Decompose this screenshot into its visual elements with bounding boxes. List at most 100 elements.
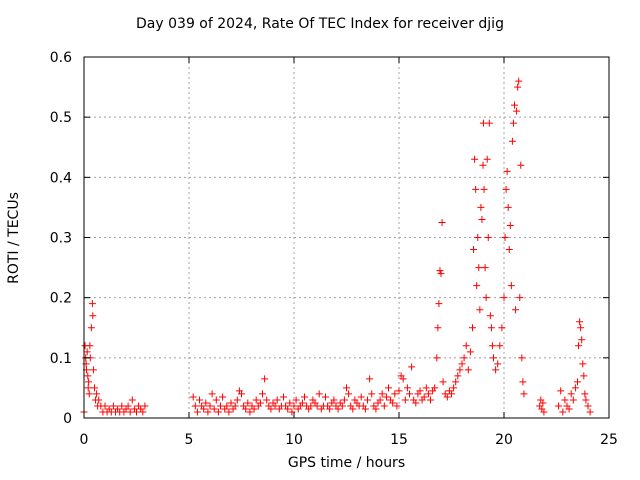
data-point [280, 393, 287, 401]
data-point [514, 83, 522, 91]
data-point [505, 246, 513, 254]
data-point [502, 185, 510, 193]
data-point [403, 384, 411, 392]
data-point [273, 396, 281, 404]
data-point [196, 396, 203, 404]
data-point [519, 378, 527, 386]
x-tick-label: 20 [495, 432, 513, 448]
data-point [469, 324, 476, 332]
data-point [540, 408, 548, 416]
data-point [475, 264, 483, 272]
data-point [580, 372, 588, 380]
data-point [322, 393, 329, 401]
data-point [391, 390, 399, 398]
data-point [372, 405, 380, 413]
data-point [443, 393, 451, 401]
x-axis-label: GPS time / hours [287, 455, 406, 471]
data-point [456, 366, 464, 374]
y-tick-label: 0.6 [50, 50, 72, 66]
data-point [368, 390, 376, 398]
data-point [416, 387, 424, 395]
data-point [500, 294, 508, 302]
data-point [576, 318, 584, 326]
data-point [233, 396, 241, 404]
data-point [263, 396, 271, 404]
data-point [225, 408, 233, 416]
data-point [571, 384, 579, 392]
data-point [478, 215, 486, 223]
data-point [133, 408, 140, 416]
data-point [577, 324, 585, 332]
data-point [436, 267, 444, 275]
data-point [193, 408, 201, 416]
data-point [506, 221, 514, 229]
data-point [200, 405, 208, 413]
data-point [189, 393, 197, 401]
data-point [326, 405, 334, 413]
data-point [420, 393, 428, 401]
x-tick-label: 10 [285, 432, 303, 448]
data-point [561, 396, 569, 404]
data-point [217, 402, 224, 410]
data-point [261, 375, 269, 383]
data-point [252, 396, 260, 404]
data-point [518, 354, 526, 362]
data-point [86, 342, 94, 350]
data-point [513, 107, 521, 115]
data-point [227, 399, 235, 407]
data-point [578, 336, 586, 344]
data-point [301, 393, 308, 401]
data-point [492, 366, 500, 374]
data-point [479, 161, 487, 169]
data-point [487, 324, 495, 332]
y-tick-label: 0.3 [50, 231, 72, 247]
data-point [401, 396, 409, 404]
data-point [470, 246, 478, 254]
data-point [575, 342, 583, 350]
data-point [315, 390, 323, 398]
data-point [313, 402, 321, 410]
data-point [83, 348, 91, 356]
data-point [508, 137, 516, 145]
data-point [395, 387, 403, 395]
data-point [438, 218, 446, 226]
data-point [307, 402, 315, 410]
data-point [288, 408, 296, 416]
data-point [584, 402, 592, 410]
data-point [124, 402, 132, 410]
data-point [511, 101, 518, 109]
data-point [483, 155, 491, 163]
data-point [126, 408, 134, 416]
data-point [380, 402, 388, 410]
data-point [488, 342, 496, 350]
data-point [334, 405, 342, 413]
data-point [382, 393, 390, 401]
data-point [454, 372, 462, 380]
data-point [298, 399, 306, 407]
data-point [433, 354, 441, 362]
data-point [586, 408, 594, 416]
data-point [579, 360, 587, 368]
y-tick-label: 0 [63, 411, 72, 427]
data-point [555, 402, 563, 410]
data-point [484, 234, 492, 241]
data-point [485, 119, 493, 127]
data-point [290, 402, 298, 410]
data-point [357, 393, 365, 401]
data-point [473, 282, 481, 290]
data-point [448, 390, 455, 398]
data-point [259, 390, 266, 398]
data-point [284, 405, 292, 413]
data-point [565, 405, 573, 413]
data-point [517, 161, 525, 169]
data-point [412, 399, 420, 407]
data-point [477, 203, 485, 211]
data-point [271, 402, 279, 410]
data-point [246, 408, 254, 416]
data-point [223, 402, 231, 410]
data-point [422, 384, 430, 392]
y-tick-label: 0.5 [50, 110, 72, 126]
data-point [340, 396, 348, 404]
data-point [408, 363, 416, 371]
